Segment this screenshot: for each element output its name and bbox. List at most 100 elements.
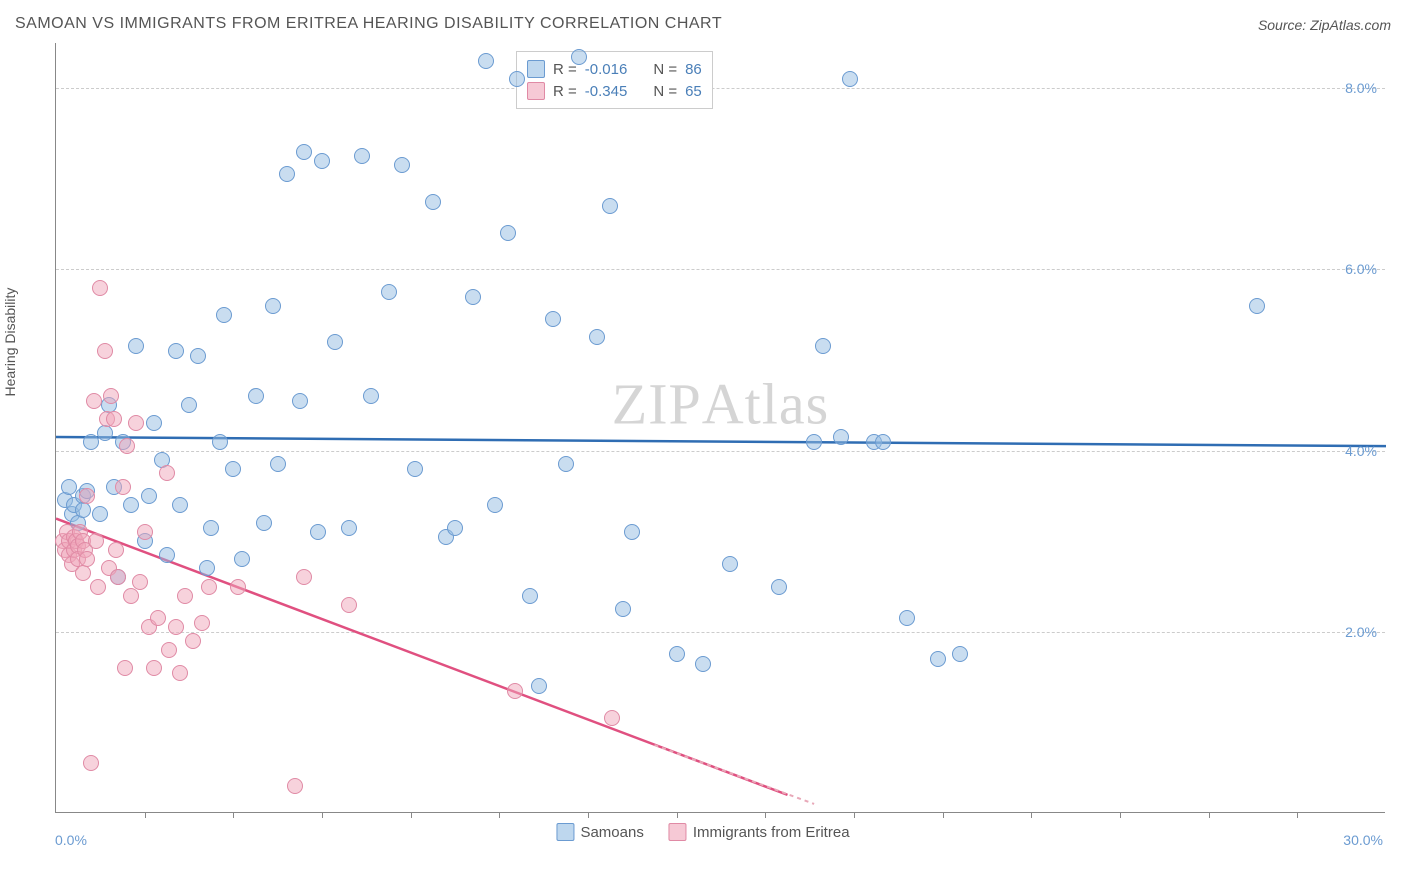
data-point [132,574,148,590]
y-tick-label: 6.0% [1345,261,1377,277]
data-point [604,710,620,726]
data-point [522,588,538,604]
swatch-pink [527,82,545,100]
data-point [168,619,184,635]
data-point [589,329,605,345]
data-point [833,429,849,445]
data-point [115,479,131,495]
data-point [695,656,711,672]
data-point [394,157,410,173]
legend-swatch-samoans [556,823,574,841]
data-point [248,388,264,404]
data-point [108,542,124,558]
data-point [624,524,640,540]
data-point [815,338,831,354]
data-point [287,778,303,794]
data-point [234,551,250,567]
stats-legend: R = -0.016 N = 86 R = -0.345 N = 65 [516,51,713,109]
data-point [341,597,357,613]
data-point [194,615,210,631]
data-point [199,560,215,576]
data-point [201,579,217,595]
data-point [447,520,463,536]
data-point [203,520,219,536]
data-point [110,569,126,585]
data-point [216,307,232,323]
data-point [930,651,946,667]
data-point [531,678,547,694]
data-point [899,610,915,626]
data-point [137,524,153,540]
data-point [279,166,295,182]
data-point [500,225,516,241]
data-point [602,198,618,214]
data-point [314,153,330,169]
data-point [92,506,108,522]
data-point [509,71,525,87]
data-point [92,280,108,296]
data-point [106,411,122,427]
data-point [270,456,286,472]
chart-container: Hearing Disability ZIPAtlas R = -0.016 N… [15,43,1391,843]
y-tick-label: 4.0% [1345,443,1377,459]
data-point [363,388,379,404]
data-point [88,533,104,549]
data-point [292,393,308,409]
data-point [190,348,206,364]
data-point [842,71,858,87]
data-point [327,334,343,350]
data-point [185,633,201,649]
data-point [172,497,188,513]
data-point [123,497,139,513]
data-point [669,646,685,662]
legend-swatch-eritrea [669,823,687,841]
y-tick-label: 8.0% [1345,80,1377,96]
data-point [146,660,162,676]
data-point [177,588,193,604]
data-point [83,755,99,771]
plot-area: ZIPAtlas R = -0.016 N = 86 R = -0.345 N … [55,43,1385,813]
data-point [79,551,95,567]
data-point [230,579,246,595]
data-point [128,415,144,431]
data-point [225,461,241,477]
data-point [161,642,177,658]
series-legend: Samoans Immigrants from Eritrea [556,823,849,841]
x-axis-min-label: 0.0% [55,832,87,848]
data-point [103,388,119,404]
data-point [256,515,272,531]
swatch-blue [527,60,545,78]
data-point [571,49,587,65]
y-tick-label: 2.0% [1345,624,1377,640]
data-point [296,569,312,585]
data-point [381,284,397,300]
data-point [117,660,133,676]
data-point [545,311,561,327]
data-point [341,520,357,536]
data-point [128,338,144,354]
y-axis-label: Hearing Disability [2,288,18,397]
chart-title: SAMOAN VS IMMIGRANTS FROM ERITREA HEARIN… [15,15,722,33]
data-point [952,646,968,662]
data-point [507,683,523,699]
data-point [146,415,162,431]
data-point [159,547,175,563]
data-point [119,438,135,454]
data-point [97,343,113,359]
data-point [558,456,574,472]
data-point [465,289,481,305]
trend-lines-svg [56,43,1386,813]
data-point [181,397,197,413]
data-point [212,434,228,450]
data-point [79,488,95,504]
data-point [86,393,102,409]
data-point [141,488,157,504]
source-attribution: Source: ZipAtlas.com [1258,17,1391,33]
data-point [75,502,91,518]
data-point [407,461,423,477]
data-point [265,298,281,314]
data-point [75,565,91,581]
data-point [354,148,370,164]
data-point [168,343,184,359]
data-point [615,601,631,617]
